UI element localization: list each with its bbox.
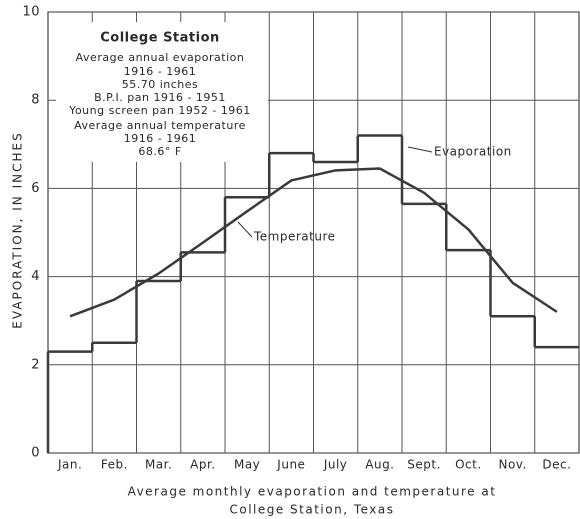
x-tick-label: Feb. [101,458,128,472]
annotation: 1916 - 1961 [124,65,196,78]
annotation: Average annual evaporation [76,51,245,64]
x-tick-label: Oct. [455,458,482,472]
x-tick-label: Apr. [190,458,215,472]
annotation: Average annual temperature [74,119,246,132]
y-tick-label: 0 [31,446,40,461]
leader-line [237,221,253,238]
series-label: Evaporation [434,145,512,159]
annotation: College Station [100,31,220,46]
annotation: 68.6° F [138,145,181,158]
caption: College Station, Texas [229,503,394,517]
x-tick-label: Nov. [498,458,526,472]
caption: Average monthly evaporation and temperat… [128,485,497,499]
annotation-box [56,22,268,162]
y-tick-label: 8 [31,93,40,108]
y-tick-label: 6 [31,181,40,196]
y-tick-label: 4 [31,269,40,284]
y-tick-label: 2 [31,357,40,372]
y-axis-label: EVAPORATION, IN INCHES [11,131,25,328]
temperature-line [69,167,558,318]
x-tick-label: Aug. [365,458,394,472]
annotation: 1916 - 1961 [124,132,196,145]
x-tick-label: June [276,458,305,472]
annotation: B.P.I. pan 1916 - 1951 [94,91,226,104]
annotation: Young screen pan 1952 - 1961 [68,104,251,117]
x-tick-label: Dec. [542,458,571,472]
y-tick-label: 10 [22,5,40,20]
x-tick-label: July [323,458,348,472]
leader-line [407,146,433,153]
x-tick-label: May [234,458,260,472]
x-tick-label: Sept. [407,458,441,472]
x-tick-label: Mar. [145,458,172,472]
series-label: Temperature [253,230,336,244]
annotation: 55.70 inches [122,78,199,91]
x-tick-label: Jan. [57,458,82,472]
